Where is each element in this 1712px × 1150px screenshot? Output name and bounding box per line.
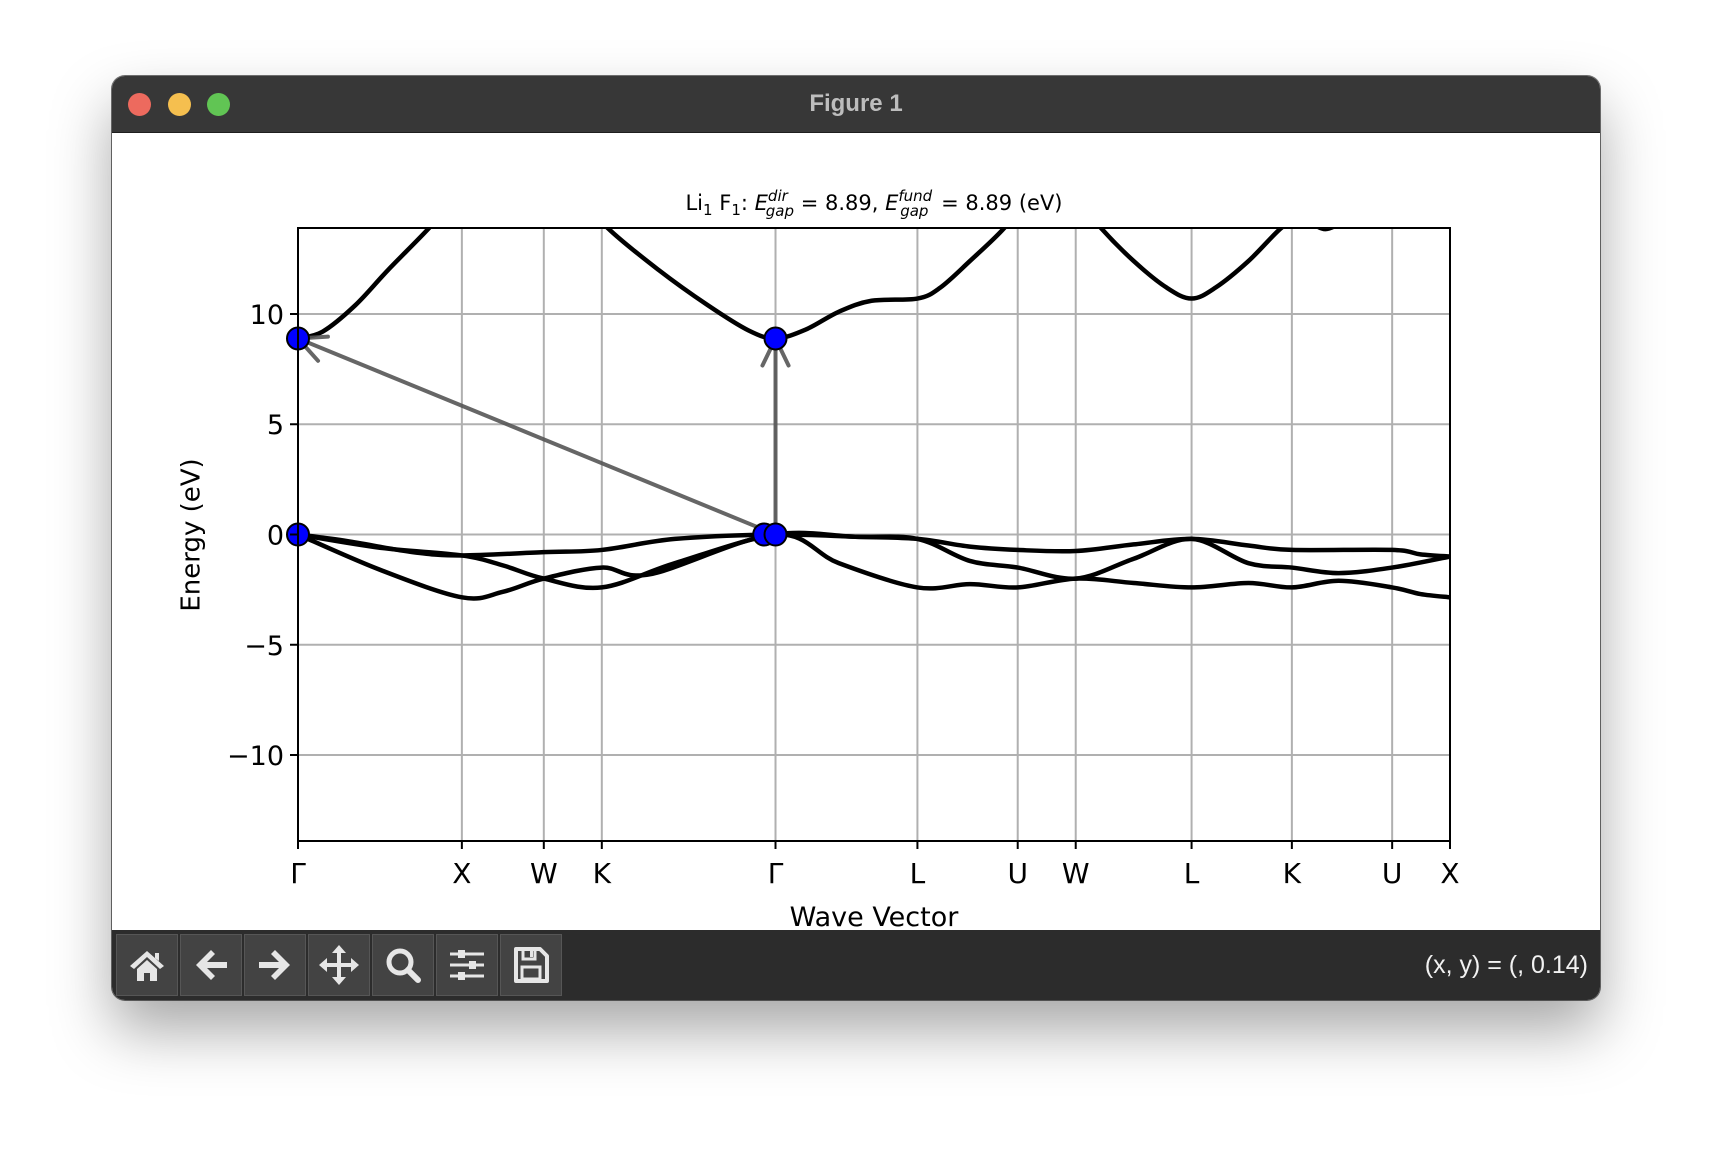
home-button[interactable]: [116, 934, 178, 996]
arrow-right-icon: [259, 950, 290, 980]
y-tick-label: −10: [227, 741, 284, 772]
x-tick-label: X: [452, 857, 471, 890]
figure-window: Figure 1 Γ X W K Γ L U W L K U X 10 5 0 −5 −10 Li1 F1: E…: [112, 76, 1600, 1000]
x-tick-label: W: [530, 857, 558, 890]
x-axis-label: Wave Vector: [790, 902, 960, 930]
close-button[interactable]: [128, 93, 151, 116]
x-tick-label: W: [1062, 857, 1090, 890]
y-tick-label: 10: [250, 300, 284, 331]
y-tick-label: 5: [267, 410, 284, 441]
band-line-5: [298, 530, 1450, 591]
y-tick-label: 0: [267, 521, 284, 552]
x-tick-label: X: [1440, 857, 1459, 890]
fundamental-gap-arrow: [298, 334, 778, 537]
x-tick-label: U: [1382, 857, 1403, 890]
window-title: Figure 1: [809, 90, 903, 117]
y-tick-label: −5: [244, 631, 284, 662]
floppy-disk-icon: [514, 947, 549, 983]
title-bar: Figure 1: [112, 76, 1600, 133]
minimize-button[interactable]: [168, 93, 191, 116]
back-button[interactable]: [180, 934, 242, 996]
zoom-button[interactable]: [372, 934, 434, 996]
configure-subplots-button[interactable]: [436, 934, 498, 996]
band-line-3: [1315, 228, 1337, 232]
save-button[interactable]: [500, 934, 562, 996]
x-tick-label: U: [1007, 857, 1028, 890]
chart-title: Li1 F1: Edir gap = 8.89, Efund gap = 8.89 …: [685, 187, 1062, 220]
navigation-toolbar: (x, y) = (, 0.14): [112, 930, 1600, 1000]
band-line-0: [298, 228, 433, 341]
band-line-1: [604, 228, 1008, 341]
forward-button[interactable]: [244, 934, 306, 996]
sliders-icon: [450, 950, 484, 980]
x-tick-label: K: [1283, 857, 1302, 890]
x-tick-label: L: [1184, 857, 1200, 890]
band-line-6: [298, 532, 1450, 601]
cursor-coordinates: (x, y) = (, 0.14): [1424, 951, 1588, 979]
pan-button[interactable]: [308, 934, 370, 996]
magnifier-icon: [386, 948, 421, 983]
band-line-2: [1097, 228, 1285, 301]
arrow-left-icon: [196, 950, 227, 980]
maximize-button[interactable]: [207, 93, 230, 116]
x-tick-label: Γ: [290, 857, 306, 890]
band-edge-marker: [763, 326, 788, 351]
move-icon: [319, 945, 359, 985]
home-icon: [130, 951, 164, 981]
x-tick-label: K: [593, 857, 612, 890]
x-tick-label: Γ: [768, 857, 784, 890]
band-edge-marker: [763, 522, 788, 547]
y-axis-label: Energy (eV): [177, 458, 207, 611]
direct-gap-arrow: [760, 336, 791, 537]
band-structure-chart: Γ X W K Γ L U W L K U X 10 5 0 −5 −10 Li1 F1: Edir gap = …: [177, 187, 1460, 930]
x-tick-label: L: [910, 857, 926, 890]
